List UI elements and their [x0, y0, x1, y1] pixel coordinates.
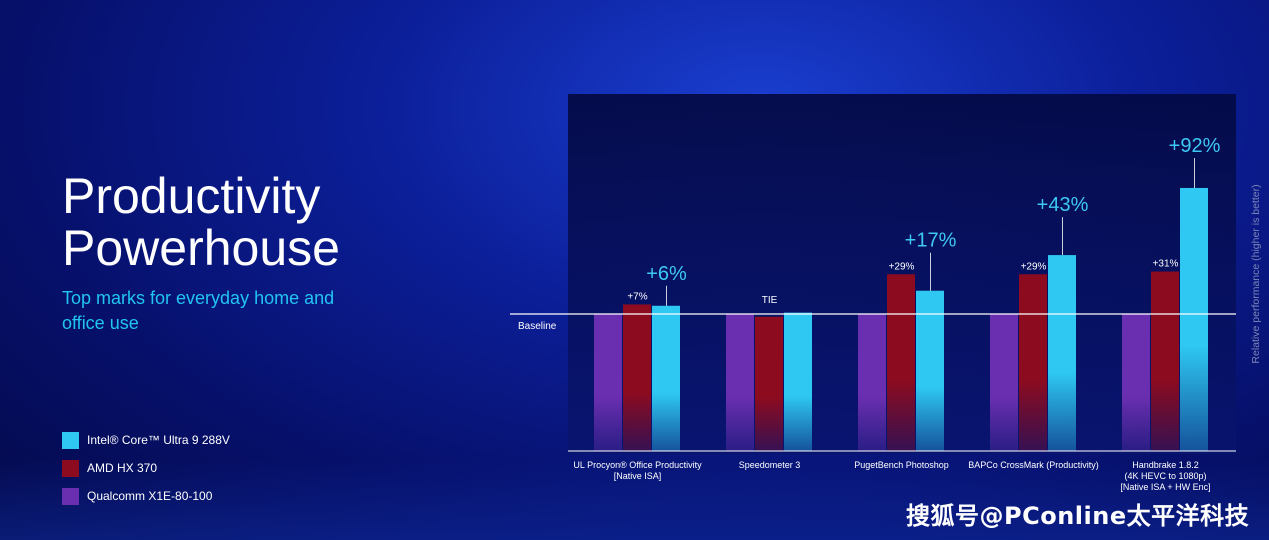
bar-amd-4	[1151, 271, 1179, 451]
amd-label-0: +7%	[627, 291, 647, 302]
title-line-2: Powerhouse	[62, 220, 340, 276]
bar-qualcomm-4	[1122, 314, 1150, 451]
legend: Intel® Core™ Ultra 9 288V AMD HX 370 Qua…	[62, 426, 230, 510]
bar-amd-1	[755, 316, 783, 451]
bar-intel-4	[1180, 187, 1208, 451]
category-label-4-2: [Native ISA + HW Enc]	[1120, 482, 1210, 492]
bar-qualcomm-0	[594, 314, 622, 451]
legend-item-amd: AMD HX 370	[62, 454, 230, 482]
amd-label-4: +31%	[1153, 259, 1179, 270]
bar-intel-0	[652, 305, 680, 451]
legend-swatch-intel	[62, 431, 79, 449]
category-label-0-0: UL Procyon® Office Productivity	[573, 460, 702, 470]
intel-label-4: +92%	[1169, 135, 1221, 157]
category-label-0-1: [Native ISA]	[614, 471, 662, 481]
category-label-3-0: BAPCo CrossMark (Productivity)	[968, 460, 1099, 470]
category-label-4-1: (4K HEVC to 1080p)	[1124, 471, 1206, 481]
intel-label-2: +17%	[905, 230, 957, 252]
category-label-1-0: Speedometer 3	[739, 460, 801, 470]
bar-qualcomm-2	[858, 314, 886, 451]
legend-label-amd: AMD HX 370	[87, 461, 158, 475]
bar-amd-3	[1019, 274, 1047, 451]
bar-qualcomm-1	[726, 314, 754, 451]
legend-item-intel: Intel® Core™ Ultra 9 288V	[62, 426, 230, 454]
bar-intel-1	[784, 312, 812, 451]
bar-intel-2	[916, 290, 944, 451]
y-axis-label: Relative performance (higher is better)	[1250, 184, 1262, 363]
intel-label-0: +6%	[646, 263, 687, 285]
page-title: Productivity Powerhouse	[62, 170, 340, 274]
title-line-1: Productivity	[62, 168, 321, 224]
category-label-2-0: PugetBench Photoshop	[854, 460, 949, 470]
group-label-1: TIE	[762, 295, 778, 306]
legend-label-intel: Intel® Core™ Ultra 9 288V	[87, 433, 230, 447]
category-label-4-0: Handbrake 1.8.2	[1132, 460, 1199, 470]
watermark: 搜狐号@PConline太平洋科技	[906, 502, 1250, 530]
amd-label-2: +29%	[889, 261, 915, 272]
bar-qualcomm-3	[990, 314, 1018, 451]
amd-label-3: +29%	[1021, 261, 1047, 272]
intel-label-3: +43%	[1037, 194, 1089, 216]
legend-swatch-qualcomm	[62, 487, 79, 505]
bar-amd-2	[887, 274, 915, 451]
baseline-label: Baseline	[518, 321, 557, 332]
legend-swatch-amd	[62, 459, 79, 477]
bar-intel-3	[1048, 255, 1076, 451]
bar-amd-0	[623, 304, 651, 451]
legend-label-qualcomm: Qualcomm X1E-80-100	[87, 489, 213, 503]
page-subtitle: Top marks for everyday home and office u…	[62, 288, 335, 333]
legend-item-qualcomm: Qualcomm X1E-80-100	[62, 482, 230, 510]
bottom-glow	[0, 460, 1269, 540]
